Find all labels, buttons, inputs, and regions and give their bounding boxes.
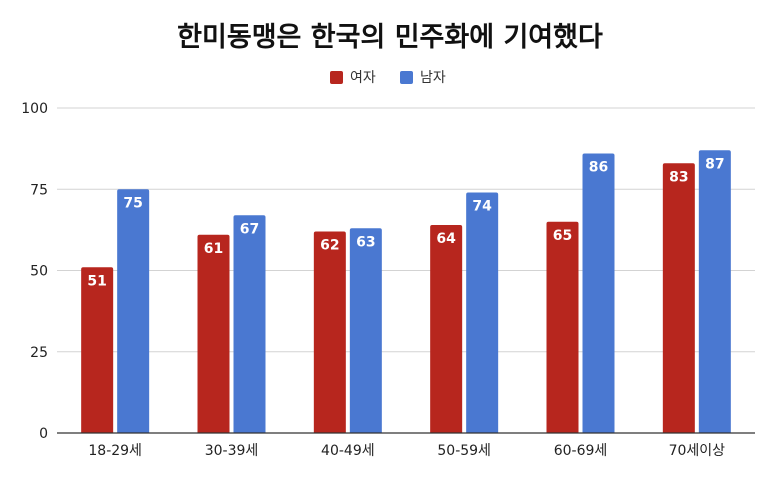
data-labels: 51 75 61 67 62 63 64 74 65 86 83 87 — [87, 156, 724, 289]
bar-male-2 — [349, 228, 382, 433]
data-label: 87 — [705, 156, 724, 172]
x-tick-label: 30-39세 — [205, 443, 259, 459]
legend-label-0: 여자 — [350, 70, 376, 86]
y-tick-label: 100 — [21, 101, 48, 117]
chart-title: 한미동맹은 한국의 민주화에 기여했다 — [177, 22, 603, 53]
bar-female-5 — [662, 163, 695, 433]
x-axis-ticks: 18-29세 30-39세 40-49세 50-59세 60-69세 70세이상 — [88, 443, 725, 459]
legend-swatch-0 — [330, 71, 343, 84]
bar-female-2 — [313, 231, 346, 433]
data-label: 65 — [553, 228, 572, 244]
y-tick-label: 0 — [39, 426, 48, 442]
legend-label-1: 남자 — [420, 70, 446, 86]
data-label: 67 — [240, 221, 259, 237]
bar-male-0 — [117, 189, 150, 433]
x-tick-label: 70세이상 — [669, 443, 726, 459]
bar-male-5 — [698, 150, 731, 433]
data-label: 51 — [87, 273, 106, 289]
legend-swatch-1 — [400, 71, 413, 84]
bar-male-3 — [466, 192, 499, 433]
bar-female-1 — [197, 234, 230, 433]
data-label: 86 — [589, 160, 608, 176]
x-tick-label: 18-29세 — [88, 443, 142, 459]
legend: 여자 남자 — [330, 70, 446, 86]
data-label: 83 — [669, 169, 688, 185]
data-label: 64 — [436, 231, 456, 247]
x-tick-label: 50-59세 — [437, 443, 491, 459]
data-label: 61 — [204, 241, 223, 257]
data-label: 62 — [320, 238, 339, 254]
bar-male-1 — [233, 215, 266, 433]
bar-male-4 — [582, 153, 615, 433]
x-tick-label: 60-69세 — [554, 443, 608, 459]
y-tick-label: 75 — [30, 182, 48, 198]
x-tick-label: 40-49세 — [321, 443, 375, 459]
bar-female-4 — [546, 221, 579, 433]
bar-female-0 — [81, 267, 114, 433]
bar-female-3 — [430, 225, 463, 433]
y-tick-label: 25 — [30, 345, 48, 361]
y-tick-label: 50 — [30, 264, 48, 280]
data-label: 63 — [356, 234, 375, 250]
data-label: 75 — [123, 195, 142, 211]
data-label: 74 — [472, 199, 492, 215]
gridlines — [57, 107, 755, 353]
y-axis-ticks: 0 25 50 75 100 — [21, 101, 48, 442]
bars — [81, 150, 731, 433]
